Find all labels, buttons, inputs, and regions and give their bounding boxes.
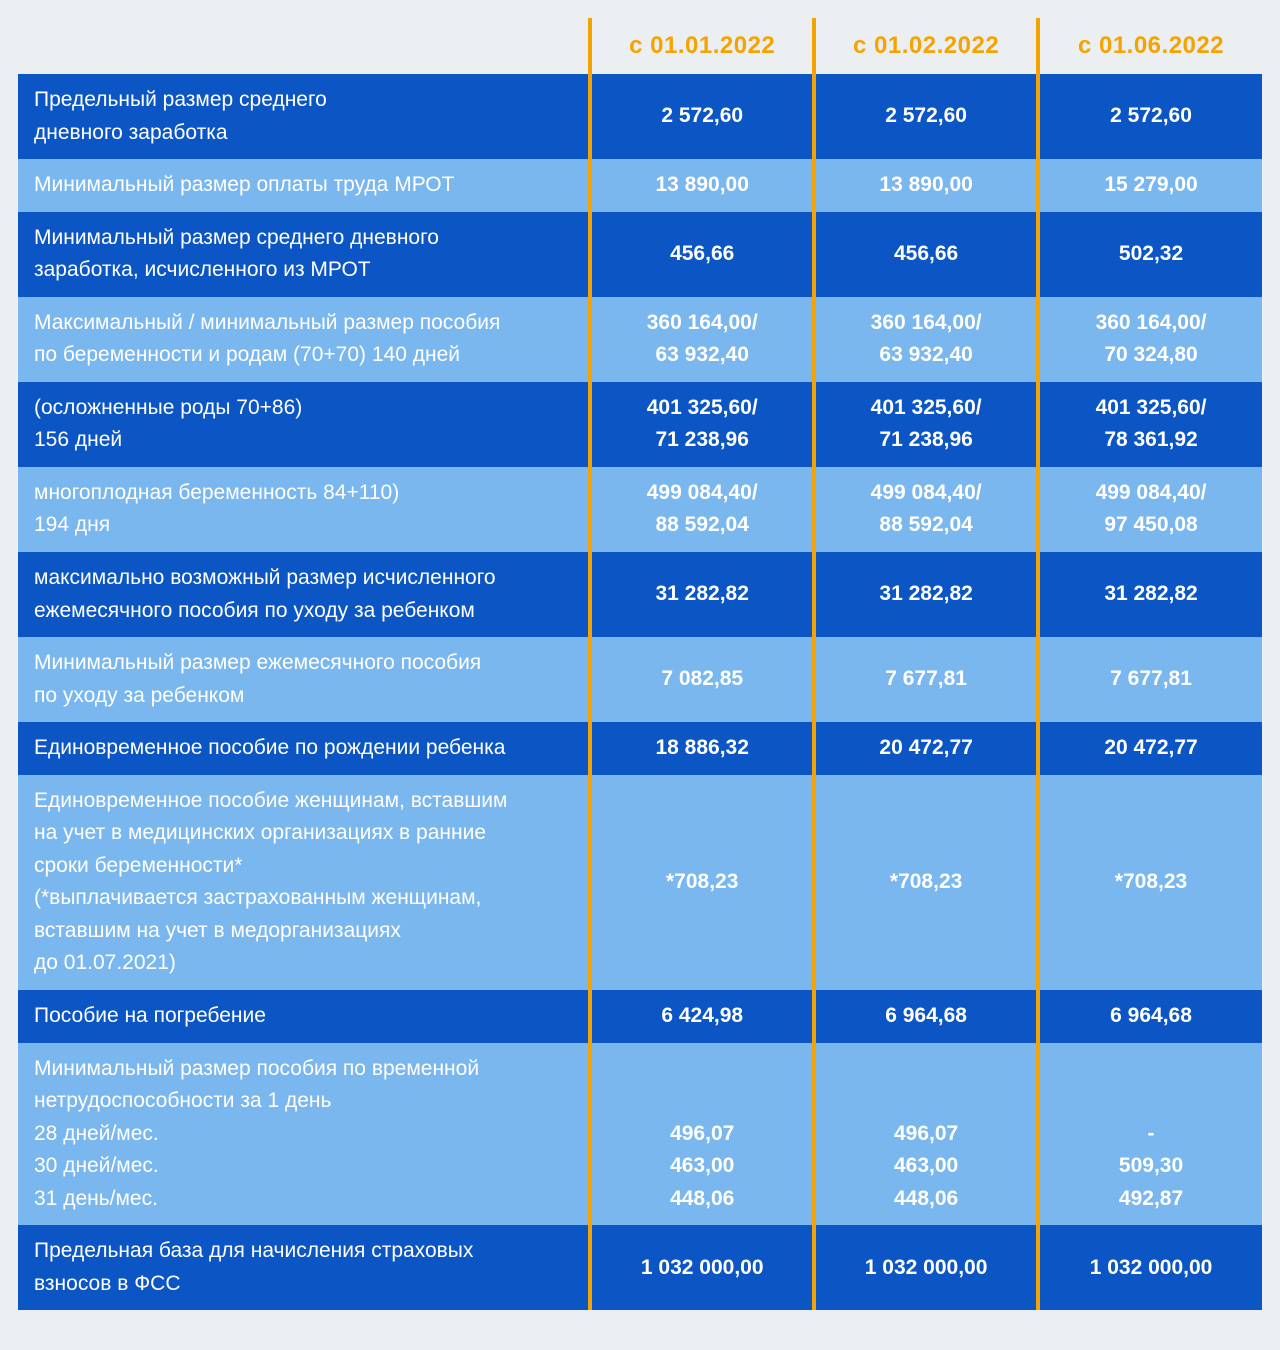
row-value: *708,23 (590, 775, 814, 990)
row-value: 7 677,81 (1038, 637, 1262, 722)
row-value: 31 282,82 (590, 552, 814, 637)
table-row: Минимальный размер ежемесячного пособия … (18, 637, 1262, 722)
row-value: 401 325,60/ 71 238,96 (814, 382, 1038, 467)
row-value: 20 472,77 (814, 722, 1038, 775)
row-value: 360 164,00/ 70 324,80 (1038, 297, 1262, 382)
row-value: *708,23 (1038, 775, 1262, 990)
row-label: Единовременное пособие по рождении ребен… (18, 722, 590, 775)
row-value: 2 572,60 (1038, 74, 1262, 159)
table-row: Минимальный размер пособия по временной … (18, 1043, 1262, 1226)
row-value: - 509,30 492,87 (1038, 1043, 1262, 1226)
row-value: 401 325,60/ 78 361,92 (1038, 382, 1262, 467)
row-label: максимально возможный размер исчисленног… (18, 552, 590, 637)
table-row: Минимальный размер оплаты труда МРОТ13 8… (18, 159, 1262, 212)
table-row: Максимальный / минимальный размер пособи… (18, 297, 1262, 382)
row-label: Максимальный / минимальный размер пособи… (18, 297, 590, 382)
header-col-3: с 01.06.2022 (1038, 18, 1262, 74)
table-row: максимально возможный размер исчисленног… (18, 552, 1262, 637)
row-value: 456,66 (814, 212, 1038, 297)
row-value: 31 282,82 (1038, 552, 1262, 637)
row-value: 502,32 (1038, 212, 1262, 297)
table-row: (осложненные роды 70+86) 156 дней401 325… (18, 382, 1262, 467)
row-value: 1 032 000,00 (590, 1225, 814, 1310)
row-value: 20 472,77 (1038, 722, 1262, 775)
row-value: 15 279,00 (1038, 159, 1262, 212)
row-value: 13 890,00 (814, 159, 1038, 212)
benefits-table: с 01.01.2022 с 01.02.2022 с 01.06.2022 П… (18, 18, 1262, 1310)
row-label: Пособие на погребение (18, 990, 590, 1043)
table-row: Минимальный размер среднего дневного зар… (18, 212, 1262, 297)
table-body: Предельный размер среднего дневного зара… (18, 74, 1262, 1310)
row-value: 6 964,68 (814, 990, 1038, 1043)
header-col-1: с 01.01.2022 (590, 18, 814, 74)
table-container: с 01.01.2022 с 01.02.2022 с 01.06.2022 П… (0, 0, 1280, 1350)
row-value: 31 282,82 (814, 552, 1038, 637)
row-value: 496,07 463,00 448,06 (814, 1043, 1038, 1226)
table-row: Предельная база для начисления страховых… (18, 1225, 1262, 1310)
row-value: 18 886,32 (590, 722, 814, 775)
row-value: 1 032 000,00 (1038, 1225, 1262, 1310)
row-label: Предельная база для начисления страховых… (18, 1225, 590, 1310)
header-blank (18, 18, 590, 74)
row-value: 13 890,00 (590, 159, 814, 212)
table-row: Пособие на погребение6 424,986 964,686 9… (18, 990, 1262, 1043)
row-label: Минимальный размер ежемесячного пособия … (18, 637, 590, 722)
row-value: 499 084,40/ 97 450,08 (1038, 467, 1262, 552)
row-value: 6 424,98 (590, 990, 814, 1043)
row-value: 2 572,60 (590, 74, 814, 159)
row-value: 2 572,60 (814, 74, 1038, 159)
row-value: 6 964,68 (1038, 990, 1262, 1043)
row-value: 499 084,40/ 88 592,04 (590, 467, 814, 552)
row-value: 7 677,81 (814, 637, 1038, 722)
row-value: 456,66 (590, 212, 814, 297)
row-label: Минимальный размер среднего дневного зар… (18, 212, 590, 297)
row-value: 1 032 000,00 (814, 1225, 1038, 1310)
table-row: Единовременное пособие женщинам, вставши… (18, 775, 1262, 990)
row-label: Минимальный размер пособия по временной … (18, 1043, 590, 1226)
row-value: 401 325,60/ 71 238,96 (590, 382, 814, 467)
row-value: 496,07 463,00 448,06 (590, 1043, 814, 1226)
row-value: *708,23 (814, 775, 1038, 990)
row-value: 360 164,00/ 63 932,40 (814, 297, 1038, 382)
table-row: Единовременное пособие по рождении ребен… (18, 722, 1262, 775)
row-label: Минимальный размер оплаты труда МРОТ (18, 159, 590, 212)
table-row: Предельный размер среднего дневного зара… (18, 74, 1262, 159)
row-value: 499 084,40/ 88 592,04 (814, 467, 1038, 552)
row-value: 360 164,00/ 63 932,40 (590, 297, 814, 382)
row-label: Единовременное пособие женщинам, вставши… (18, 775, 590, 990)
row-label: Предельный размер среднего дневного зара… (18, 74, 590, 159)
row-label: многоплодная беременность 84+110) 194 дн… (18, 467, 590, 552)
header-col-2: с 01.02.2022 (814, 18, 1038, 74)
row-value: 7 082,85 (590, 637, 814, 722)
row-label: (осложненные роды 70+86) 156 дней (18, 382, 590, 467)
table-row: многоплодная беременность 84+110) 194 дн… (18, 467, 1262, 552)
table-header-row: с 01.01.2022 с 01.02.2022 с 01.06.2022 (18, 18, 1262, 74)
